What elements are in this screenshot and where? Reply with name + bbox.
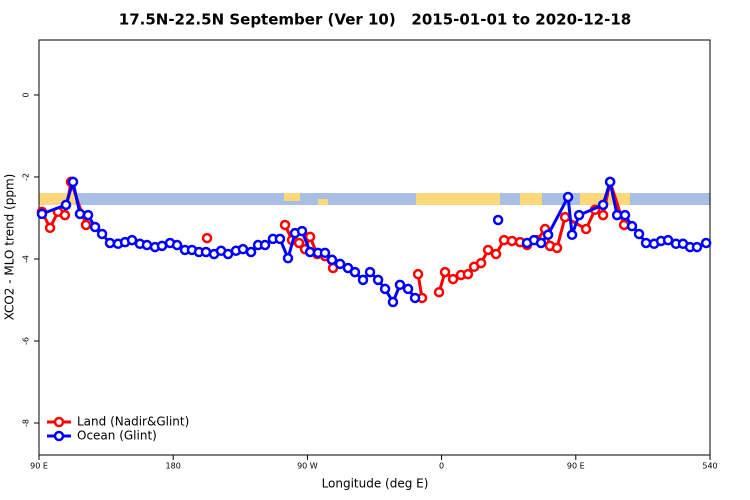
point [82,209,94,221]
plot-frame [38,39,711,456]
point [293,237,305,249]
point [80,219,92,231]
y-tick-label: -6 [22,337,31,345]
point [296,225,308,237]
point [245,246,257,258]
point [372,274,384,286]
point [475,257,487,269]
x-tick-label: 540 [702,462,717,471]
point [279,219,291,231]
x-tick-label: 0 [439,462,444,471]
point [304,231,316,243]
x-tick-label: 90 W [297,462,318,471]
point [573,209,585,221]
point [409,292,421,304]
legend-label: Land (Nadir&Glint) [77,415,189,429]
point [379,283,391,295]
point [387,296,399,308]
y-tick-label: -2 [22,173,31,181]
x-tick-label: 90 E [567,462,585,471]
point [394,279,406,291]
point [259,239,271,251]
point [357,274,369,286]
point [439,266,451,278]
point [559,211,571,223]
point [201,232,213,244]
x-axis-label: Longitude (deg E) [322,477,429,491]
x-tick-label: 180 [166,462,181,471]
land-ocean-strip [39,193,710,205]
point [490,248,502,260]
y-tick-label: -4 [22,255,31,263]
point [36,208,48,220]
point [506,235,518,247]
point [89,221,101,233]
point [74,208,86,220]
point [462,268,474,280]
point [551,242,563,254]
point [44,222,56,234]
point [282,252,294,264]
point [326,254,338,266]
point [412,268,424,280]
point [402,283,414,295]
point [60,199,72,211]
point [104,237,116,249]
point [482,244,494,256]
point [96,228,108,240]
point [626,220,638,232]
point [640,237,652,249]
point [59,209,71,221]
point [566,229,578,241]
point [580,223,592,235]
point [364,266,376,278]
point [349,266,361,278]
point [334,258,346,270]
point [597,199,609,211]
x-tick-label: 90 E [30,462,48,471]
point [319,247,331,259]
point [492,214,504,226]
point [171,239,183,251]
point [200,246,212,258]
point [433,286,445,298]
point [691,241,703,253]
point [542,229,554,241]
point [619,209,631,221]
point [67,176,79,188]
y-tick-label: 0 [22,92,31,97]
point [562,191,574,203]
point [700,237,712,249]
legend-label: Ocean (Glint) [77,429,157,443]
point [633,228,645,240]
point [274,233,286,245]
point [662,234,674,246]
legend-marker [53,430,65,442]
y-tick-label: -8 [22,419,31,427]
point [604,176,616,188]
point [535,237,547,249]
point [141,239,153,251]
point [126,234,138,246]
chart-title: 17.5N-22.5N September (Ver 10) 2015-01-0… [119,11,631,29]
point [156,240,168,252]
point [597,209,609,221]
point [237,243,249,255]
point [447,273,459,285]
y-axis-label: XCO2 - MLO trend (ppm) [3,174,17,321]
legend-marker [53,416,65,428]
